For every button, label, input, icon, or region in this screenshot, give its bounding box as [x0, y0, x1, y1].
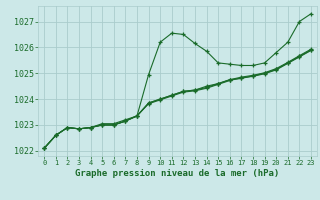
X-axis label: Graphe pression niveau de la mer (hPa): Graphe pression niveau de la mer (hPa): [76, 169, 280, 178]
